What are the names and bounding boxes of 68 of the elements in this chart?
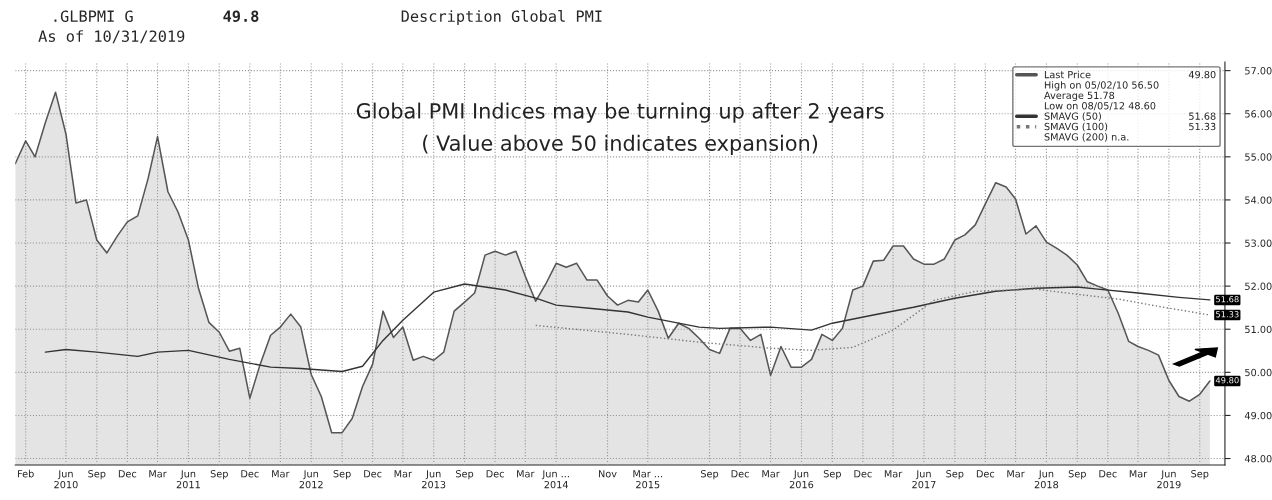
data-label: 51.68 xyxy=(1216,296,1239,303)
x-tick-label: Sep xyxy=(701,470,719,480)
x-tick-label: Nov xyxy=(598,470,617,478)
text: 49.80 xyxy=(1188,70,1216,79)
x-tick-label: Sep xyxy=(456,470,474,480)
text: Global PMI Indices may be turning up after 2 years xyxy=(356,102,884,123)
x-tick-label: Sep xyxy=(210,470,228,480)
x-tick-label: Dec xyxy=(486,470,504,478)
x-tick-label: Jun 2018 xyxy=(1034,470,1059,489)
line-series xyxy=(44,283,1211,373)
x-tick-label: Mar xyxy=(762,470,780,478)
x-tick-label: Sep xyxy=(946,470,964,480)
x-tick-label: Mar xyxy=(517,470,535,478)
x-tick-label: Jun 2011 xyxy=(176,470,200,489)
x-tick-label: Feb xyxy=(18,469,34,478)
x-tick-label: Sep xyxy=(88,470,106,480)
annotation: SMAVG (200) n.a. xyxy=(1044,133,1129,142)
line-series xyxy=(535,288,1211,352)
x-tick-label: Sep xyxy=(823,470,841,480)
x-tick-label: Jun 2010 xyxy=(54,470,78,489)
x-tick-label: Mar xyxy=(272,470,290,478)
data-label: 49.80 xyxy=(1215,377,1239,384)
annotation: Average 51.78 xyxy=(1044,91,1115,101)
x-tick-label: Dec xyxy=(731,470,749,478)
y-tick-label: 53.00 xyxy=(1245,239,1272,247)
x-tick-label: Sep xyxy=(1068,470,1086,480)
legend-label: Last Price xyxy=(1044,70,1091,79)
annotation: High on 05/02/10 56.50 xyxy=(1044,81,1159,91)
x-tick-label: Dec xyxy=(976,470,995,478)
text: Description Global PMI xyxy=(401,10,602,25)
y-tick-label: 52.00 xyxy=(1245,282,1272,290)
x-tick-label: Jun 2012 xyxy=(299,470,323,489)
text: 49.8 xyxy=(223,10,259,23)
x-tick-label: Dec xyxy=(118,470,137,478)
x-tick-label: Mar xyxy=(394,470,412,478)
y-tick-label: 51.00 xyxy=(1245,325,1272,334)
text: 51.68 xyxy=(1189,112,1216,120)
x-tick-label: Jun 2016 xyxy=(789,470,814,489)
x-tick-label: Dec xyxy=(854,470,872,478)
legend-label: SMAVG (50) xyxy=(1044,112,1101,121)
annotation: Low on 08/05/12 48.60 xyxy=(1044,102,1156,111)
y-tick-label: 54.00 xyxy=(1245,196,1272,204)
x-tick-label: Mar xyxy=(149,470,167,478)
x-tick-label: Jun 2013 xyxy=(422,470,446,489)
x-tick-label: Dec xyxy=(241,470,259,478)
x-tick-label: Mar ... 2015 xyxy=(633,470,663,489)
text: 51.33 xyxy=(1189,122,1216,131)
x-tick-label: Mar xyxy=(1129,470,1148,478)
x-tick-label: Mar xyxy=(884,470,903,478)
y-tick-label: 55.00 xyxy=(1245,153,1272,161)
data-label: 51.33 xyxy=(1216,311,1239,318)
y-tick-label: 50.00 xyxy=(1245,368,1272,377)
text: ( Value above 50 indicates expansion) xyxy=(423,134,818,155)
text: As of 10/31/2019 xyxy=(38,30,185,44)
x-tick-label: Dec xyxy=(1099,470,1117,478)
y-tick-label: 56.00 xyxy=(1245,110,1272,118)
x-tick-label: Sep xyxy=(1191,470,1209,480)
legend-label: SMAVG (100) xyxy=(1044,122,1108,132)
text: .GLBPMI G xyxy=(54,10,133,22)
x-tick-label: Jun ... 2014 xyxy=(541,470,569,489)
x-tick-label: Jun 2017 xyxy=(912,470,936,489)
x-tick-label: Sep xyxy=(333,470,351,480)
y-tick-label: 57.00 xyxy=(1245,67,1272,75)
x-tick-label: Jun 2019 xyxy=(1157,470,1181,489)
x-tick-label: Dec xyxy=(364,470,382,478)
x-tick-label: Mar xyxy=(1007,470,1025,478)
y-tick-label: 49.00 xyxy=(1244,411,1272,420)
y-tick-label: 48.00 xyxy=(1244,455,1272,463)
